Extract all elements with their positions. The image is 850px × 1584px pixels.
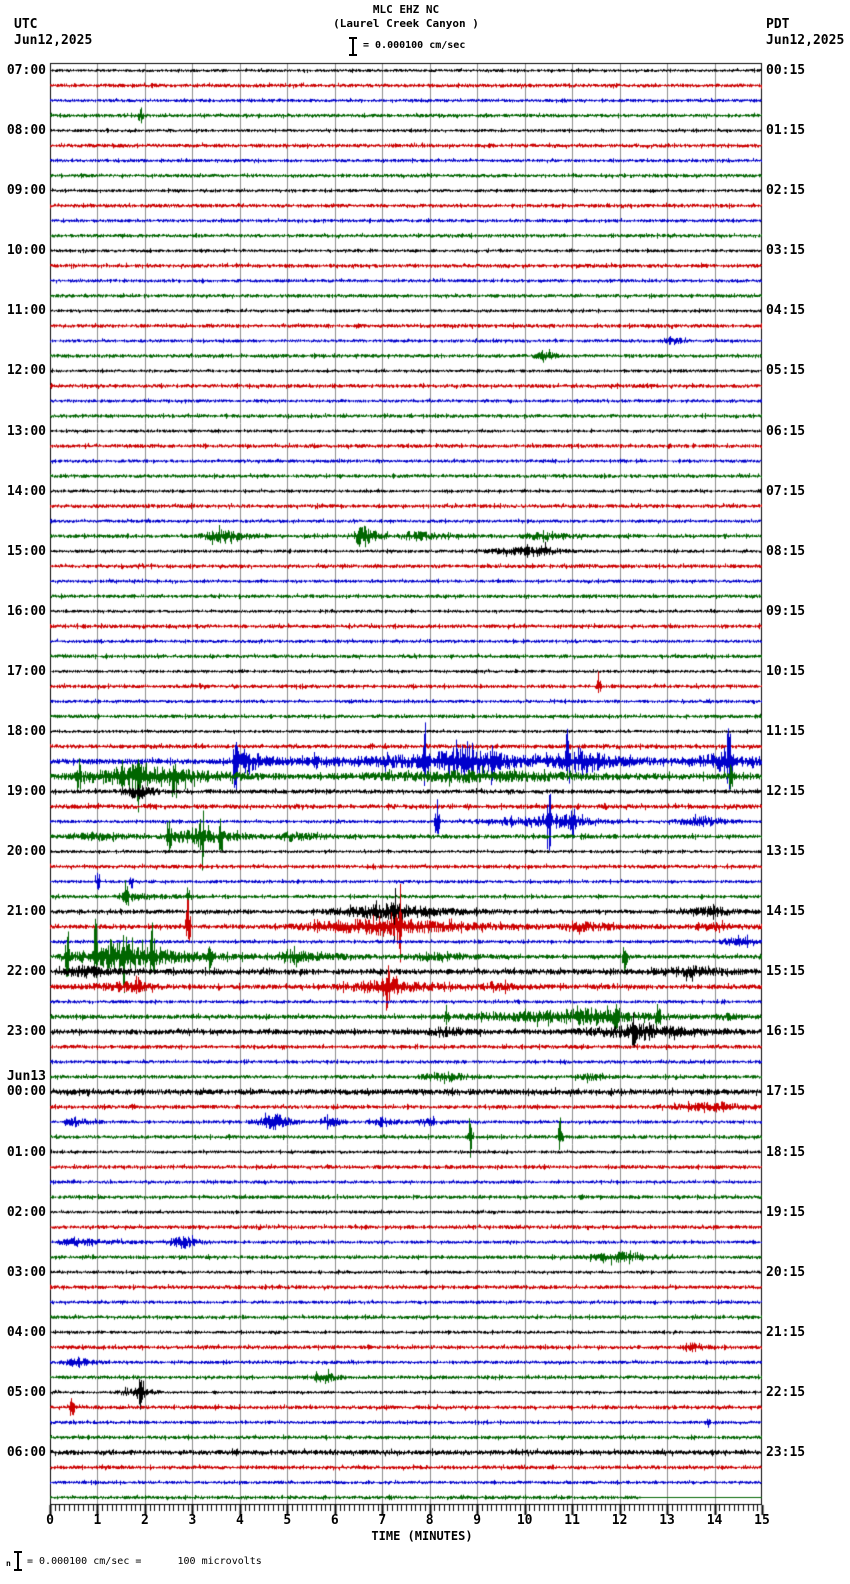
left-time-label: 15:00	[6, 543, 46, 559]
left-time-label: 19:00	[6, 784, 46, 799]
minute-tick-label: 9	[473, 1513, 482, 1528]
footer-scale-note: = 0.000100 cm/sec = 100 microvolts	[27, 1556, 262, 1567]
right-time-label: 18:15	[766, 1144, 806, 1160]
right-time-label: 07:15	[766, 483, 806, 499]
minute-tick-label: 8	[425, 1513, 434, 1528]
left-time-label: 18:00	[6, 723, 46, 739]
minute-tick-label: 15	[754, 1513, 770, 1528]
minute-tick-label: 12	[611, 1513, 628, 1528]
left-time-label: 06:00	[6, 1444, 46, 1460]
right-time-label: 11:15	[766, 723, 806, 739]
left-time-label: 16:00	[6, 603, 46, 619]
left-time-label: 03:00	[6, 1264, 46, 1280]
right-time-label: 22:15	[766, 1384, 806, 1400]
left-time-label: 02:00	[6, 1204, 46, 1220]
right-time-label: 21:15	[766, 1324, 806, 1340]
left-time-label: 01:00	[6, 1144, 46, 1160]
right-time-label: 00:15	[766, 63, 806, 78]
left-time-label: 23:00	[6, 1024, 46, 1040]
right-time-label: 04:15	[766, 303, 806, 319]
left-time-label: 05:00	[6, 1384, 46, 1400]
right-time-label: 19:15	[766, 1204, 806, 1220]
right-time-label: 17:15	[766, 1084, 806, 1100]
footer-scale-bar-icon	[14, 1551, 22, 1571]
left-time-label: 17:00	[6, 663, 46, 679]
right-time-label: 02:15	[766, 183, 806, 199]
minute-tick-label: 5	[283, 1513, 292, 1528]
right-time-label: 09:15	[766, 603, 806, 619]
right-time-label: 20:15	[766, 1264, 806, 1280]
left-time-label: 00:00	[6, 1084, 46, 1100]
right-time-label: 06:15	[766, 423, 806, 439]
minute-tick-label: 0	[46, 1513, 54, 1528]
date-change-label: Jun13	[6, 1069, 46, 1085]
minute-tick-label: 2	[141, 1513, 149, 1528]
right-time-label: 15:15	[766, 964, 806, 980]
left-time-label: 10:00	[6, 243, 46, 259]
minute-tick-label: 10	[516, 1513, 533, 1528]
right-time-label: 01:15	[766, 123, 806, 139]
scale-glyph-small: n	[6, 1559, 11, 1568]
minute-tick-label: 7	[378, 1513, 387, 1528]
right-time-label: 23:15	[766, 1444, 806, 1460]
minute-tick-label: 3	[188, 1513, 197, 1528]
minute-tick-label: 14	[706, 1513, 723, 1528]
x-axis-title: TIME (MINUTES)	[371, 1529, 473, 1543]
left-time-label: 09:00	[6, 183, 46, 199]
right-time-label: 16:15	[766, 1024, 806, 1040]
left-time-label: 12:00	[6, 363, 46, 379]
minute-tick-label: 11	[564, 1513, 580, 1528]
left-time-label: 04:00	[6, 1324, 46, 1340]
left-time-label: 21:00	[6, 904, 46, 920]
left-time-label: 13:00	[6, 423, 46, 439]
left-time-label: 08:00	[6, 123, 46, 139]
left-time-label: 14:00	[6, 483, 46, 499]
right-time-label: 10:15	[766, 663, 806, 679]
right-time-label: 08:15	[766, 543, 806, 559]
minute-tick-label: 4	[235, 1513, 244, 1528]
minute-tick-label: 13	[659, 1513, 675, 1528]
left-time-label: 07:00	[6, 63, 46, 78]
right-time-label: 13:15	[766, 844, 806, 860]
minute-tick-label: 1	[93, 1513, 102, 1528]
left-time-label: 22:00	[6, 964, 46, 980]
right-time-label: 14:15	[766, 904, 806, 920]
right-time-label: 05:15	[766, 363, 806, 379]
left-time-label: 11:00	[6, 303, 46, 319]
right-time-label: 12:15	[766, 784, 806, 799]
right-time-label: 03:15	[766, 243, 806, 259]
left-time-label: 20:00	[6, 844, 46, 860]
minute-tick-label: 6	[330, 1513, 339, 1528]
